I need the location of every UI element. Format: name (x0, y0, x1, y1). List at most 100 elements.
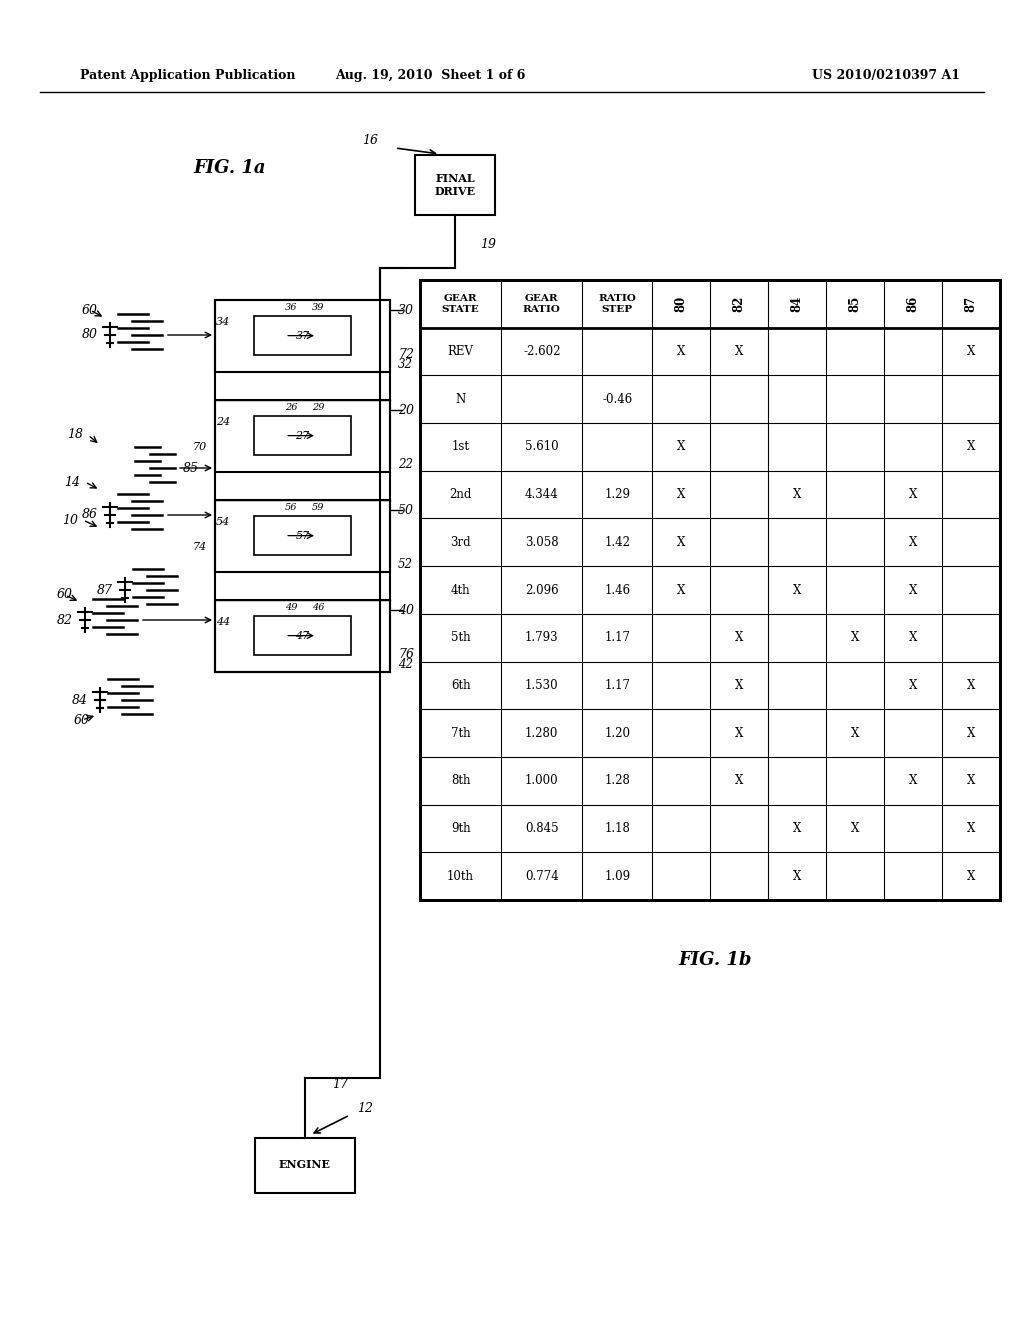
Text: N: N (456, 393, 466, 405)
Text: GEAR
RATIO: GEAR RATIO (523, 294, 561, 314)
Text: X: X (967, 345, 975, 358)
Text: 0.774: 0.774 (525, 870, 559, 883)
Text: 10: 10 (62, 513, 78, 527)
Text: 82: 82 (732, 296, 745, 312)
Text: 59: 59 (311, 503, 325, 512)
Text: X: X (735, 678, 743, 692)
Bar (255, 1138, 355, 1192)
Text: 34: 34 (216, 317, 230, 326)
Text: X: X (909, 536, 918, 549)
Text: 18: 18 (67, 429, 83, 441)
Text: 80: 80 (82, 329, 98, 342)
Text: 84: 84 (791, 296, 804, 312)
Text: X: X (967, 822, 975, 836)
Text: 87: 87 (97, 583, 113, 597)
Text: 1st: 1st (452, 441, 470, 454)
Text: 4th: 4th (451, 583, 470, 597)
Text: 57: 57 (295, 531, 309, 541)
Text: 1.46: 1.46 (604, 583, 630, 597)
Text: 30: 30 (398, 304, 414, 317)
Text: 16: 16 (362, 133, 378, 147)
Text: X: X (967, 775, 975, 787)
Text: 46: 46 (311, 603, 325, 612)
Text: 3.058: 3.058 (525, 536, 559, 549)
Text: 9th: 9th (451, 822, 470, 836)
Text: 1.18: 1.18 (604, 822, 630, 836)
Text: 29: 29 (311, 404, 325, 412)
Text: 56: 56 (285, 503, 297, 512)
Text: 50: 50 (398, 503, 414, 516)
Text: X: X (677, 345, 685, 358)
Bar (215, 300, 390, 372)
Text: 1.280: 1.280 (525, 726, 558, 739)
Text: X: X (967, 726, 975, 739)
Text: FIG. 1b: FIG. 1b (678, 950, 752, 969)
Text: 40: 40 (398, 603, 414, 616)
Text: 1.42: 1.42 (604, 536, 630, 549)
Text: FINAL
DRIVE: FINAL DRIVE (434, 173, 475, 197)
Text: 17: 17 (332, 1078, 348, 1092)
Bar (215, 400, 390, 473)
Text: 1.000: 1.000 (525, 775, 559, 787)
Text: 2nd: 2nd (450, 488, 472, 502)
Text: 85: 85 (183, 462, 199, 474)
Text: US 2010/0210397 A1: US 2010/0210397 A1 (812, 69, 961, 82)
Text: ENGINE: ENGINE (279, 1159, 331, 1171)
Text: 52: 52 (398, 557, 413, 570)
Text: 20: 20 (398, 404, 414, 417)
Text: 4.344: 4.344 (525, 488, 559, 502)
Text: 3rd: 3rd (451, 536, 471, 549)
Text: X: X (793, 488, 801, 502)
Text: FIG. 1a: FIG. 1a (194, 158, 266, 177)
Bar (254, 516, 350, 556)
Text: Aug. 19, 2010  Sheet 1 of 6: Aug. 19, 2010 Sheet 1 of 6 (335, 69, 525, 82)
Text: 86: 86 (82, 508, 98, 521)
Text: X: X (677, 536, 685, 549)
Bar (215, 500, 390, 572)
Text: 84: 84 (72, 693, 88, 706)
Text: 1.28: 1.28 (604, 775, 630, 787)
Text: X: X (967, 441, 975, 454)
Text: 82: 82 (57, 614, 73, 627)
Text: 80: 80 (675, 296, 687, 312)
Text: X: X (967, 870, 975, 883)
Text: -2.602: -2.602 (523, 345, 560, 358)
Text: 7th: 7th (451, 726, 470, 739)
Text: 47: 47 (295, 631, 309, 640)
Text: 1.793: 1.793 (525, 631, 559, 644)
Text: 1.20: 1.20 (604, 726, 630, 739)
Text: 19: 19 (480, 239, 496, 252)
Text: GEAR
STATE: GEAR STATE (441, 294, 479, 314)
Text: 12: 12 (357, 1101, 373, 1114)
Text: 44: 44 (216, 616, 230, 627)
Text: X: X (909, 631, 918, 644)
Bar (420, 280, 1000, 900)
Text: X: X (735, 631, 743, 644)
Text: 2.096: 2.096 (525, 583, 559, 597)
Text: X: X (793, 822, 801, 836)
Text: 10th: 10th (447, 870, 474, 883)
Text: X: X (967, 678, 975, 692)
Text: 5.610: 5.610 (525, 441, 559, 454)
Text: X: X (909, 583, 918, 597)
Text: X: X (909, 678, 918, 692)
Text: 1.17: 1.17 (604, 678, 630, 692)
Text: X: X (735, 775, 743, 787)
Text: X: X (909, 488, 918, 502)
Text: X: X (851, 726, 859, 739)
Text: 49: 49 (285, 603, 297, 612)
Text: X: X (735, 345, 743, 358)
Text: 22: 22 (398, 458, 413, 470)
Text: 1.530: 1.530 (525, 678, 559, 692)
Text: 42: 42 (398, 657, 413, 671)
Text: Patent Application Publication: Patent Application Publication (80, 69, 296, 82)
Text: 60: 60 (57, 589, 73, 602)
Text: 1.17: 1.17 (604, 631, 630, 644)
Text: 1.29: 1.29 (604, 488, 630, 502)
Text: X: X (677, 441, 685, 454)
Text: X: X (677, 488, 685, 502)
Text: 85: 85 (849, 296, 861, 312)
Text: 74: 74 (193, 541, 207, 552)
Text: 54: 54 (216, 516, 230, 527)
Text: 24: 24 (216, 417, 230, 426)
